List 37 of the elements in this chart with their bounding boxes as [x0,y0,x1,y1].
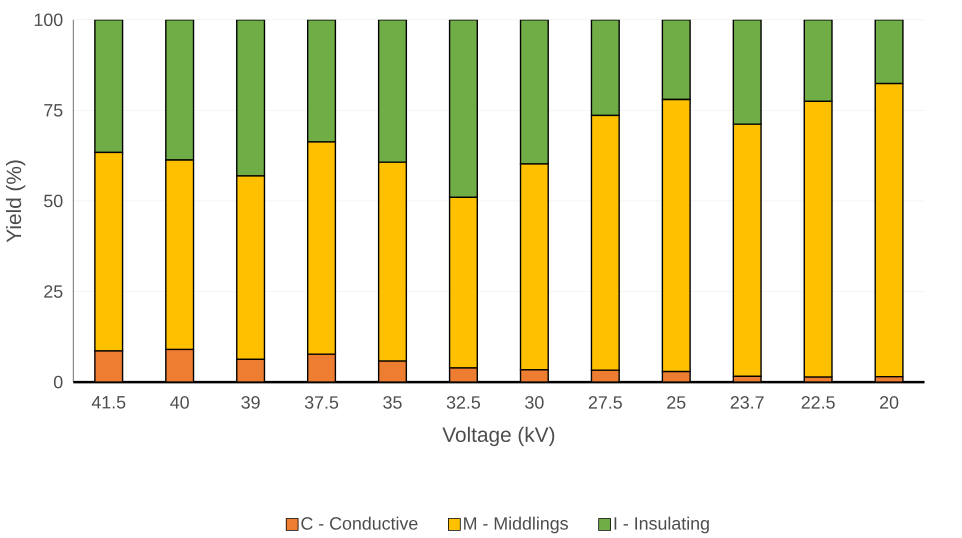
x-tick-label: 27.5 [588,396,622,409]
bar [590,20,620,116]
bar [306,20,336,142]
bar [165,20,194,160]
bar [94,20,124,153]
x-tick-label: 41.5 [92,396,126,408]
bar [448,20,478,198]
legend-label: M - Middlings [464,516,568,534]
bar [236,358,266,382]
bar [874,20,904,84]
y-tick-label: 100 [34,13,62,26]
bar [520,20,549,164]
legend-label: I - Insulating [614,516,709,534]
bar [662,20,691,100]
bar [804,20,833,102]
y-axis-title: Yield (%) [6,160,26,242]
x-tick-label: 35 [383,396,402,409]
x-tick-label: 23.7 [730,396,764,409]
y-tick-label: 75 [44,104,62,116]
bar [236,20,266,176]
x-tick-label: 32.5 [446,396,480,409]
bar [732,20,762,125]
x-axis-title: Voltage (kV) [442,426,554,446]
x-tick-label: 22.5 [802,396,835,409]
x-tick-label: 39 [241,396,260,409]
legend-label: C - Conductive [301,516,418,530]
y-tick-label: 0 [54,376,62,388]
x-tick-label: 25 [667,396,686,409]
y-tick-label: 50 [44,194,62,208]
x-tick-label: 40 [170,396,189,409]
x-tick-label: 37.5 [304,396,338,409]
x-tick-label: 20 [880,396,898,409]
bar [94,350,124,382]
bar [165,348,194,382]
y-tick-label: 25 [44,284,62,298]
bar [378,20,408,163]
x-tick-label: 30 [525,396,544,409]
